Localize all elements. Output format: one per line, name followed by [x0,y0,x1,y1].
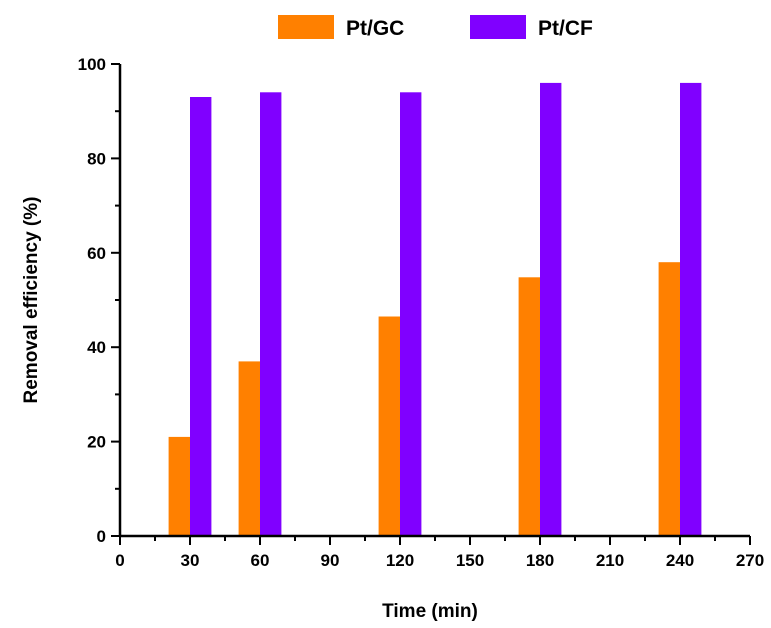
legend-swatch-pt-gc [278,15,334,39]
x-tick-label: 30 [181,551,200,570]
legend: Pt/GC Pt/CF [278,15,593,40]
bar-pt-gc-120 [378,316,400,536]
x-axis-label: Time (min) [382,601,478,622]
bar-pt-gc-180 [518,277,540,536]
bars [168,82,702,537]
y-tick-label: 60 [87,244,106,263]
bar-pt-gc-30 [168,436,190,536]
x-tick-label: 240 [666,551,694,570]
bar-pt-cf-30 [190,97,212,536]
legend-swatch-pt-cf [470,15,526,39]
y-tick-label: 80 [87,149,106,168]
y-tick-label: 20 [87,433,106,452]
legend-label-pt-gc: Pt/GC [346,17,404,40]
x-tick-label: 120 [386,551,414,570]
y-tick-label: 40 [87,338,106,357]
bar-pt-gc-240 [658,262,680,536]
y-tick-label: 100 [78,55,106,74]
x-tick-label: 180 [526,551,554,570]
x-tick-label: 150 [456,551,484,570]
x-tick-label: 210 [596,551,624,570]
bar-pt-cf-180 [540,82,562,537]
x-tick-label: 0 [115,551,124,570]
y-tick-label: 0 [97,527,106,546]
bar-pt-cf-60 [260,92,282,537]
bar-pt-gc-60 [238,361,260,536]
axes: 0 20 40 60 80 100 0 30 60 90 120 150 180 210 240 270 [78,55,765,570]
bar-pt-cf-120 [400,92,422,537]
x-tick-label: 270 [736,551,764,570]
bar-pt-cf-240 [680,82,702,537]
legend-label-pt-cf: Pt/CF [538,17,593,40]
y-axis-label: Removal efficiency (%) [21,197,42,404]
x-tick-label: 90 [321,551,340,570]
x-tick-label: 60 [251,551,270,570]
